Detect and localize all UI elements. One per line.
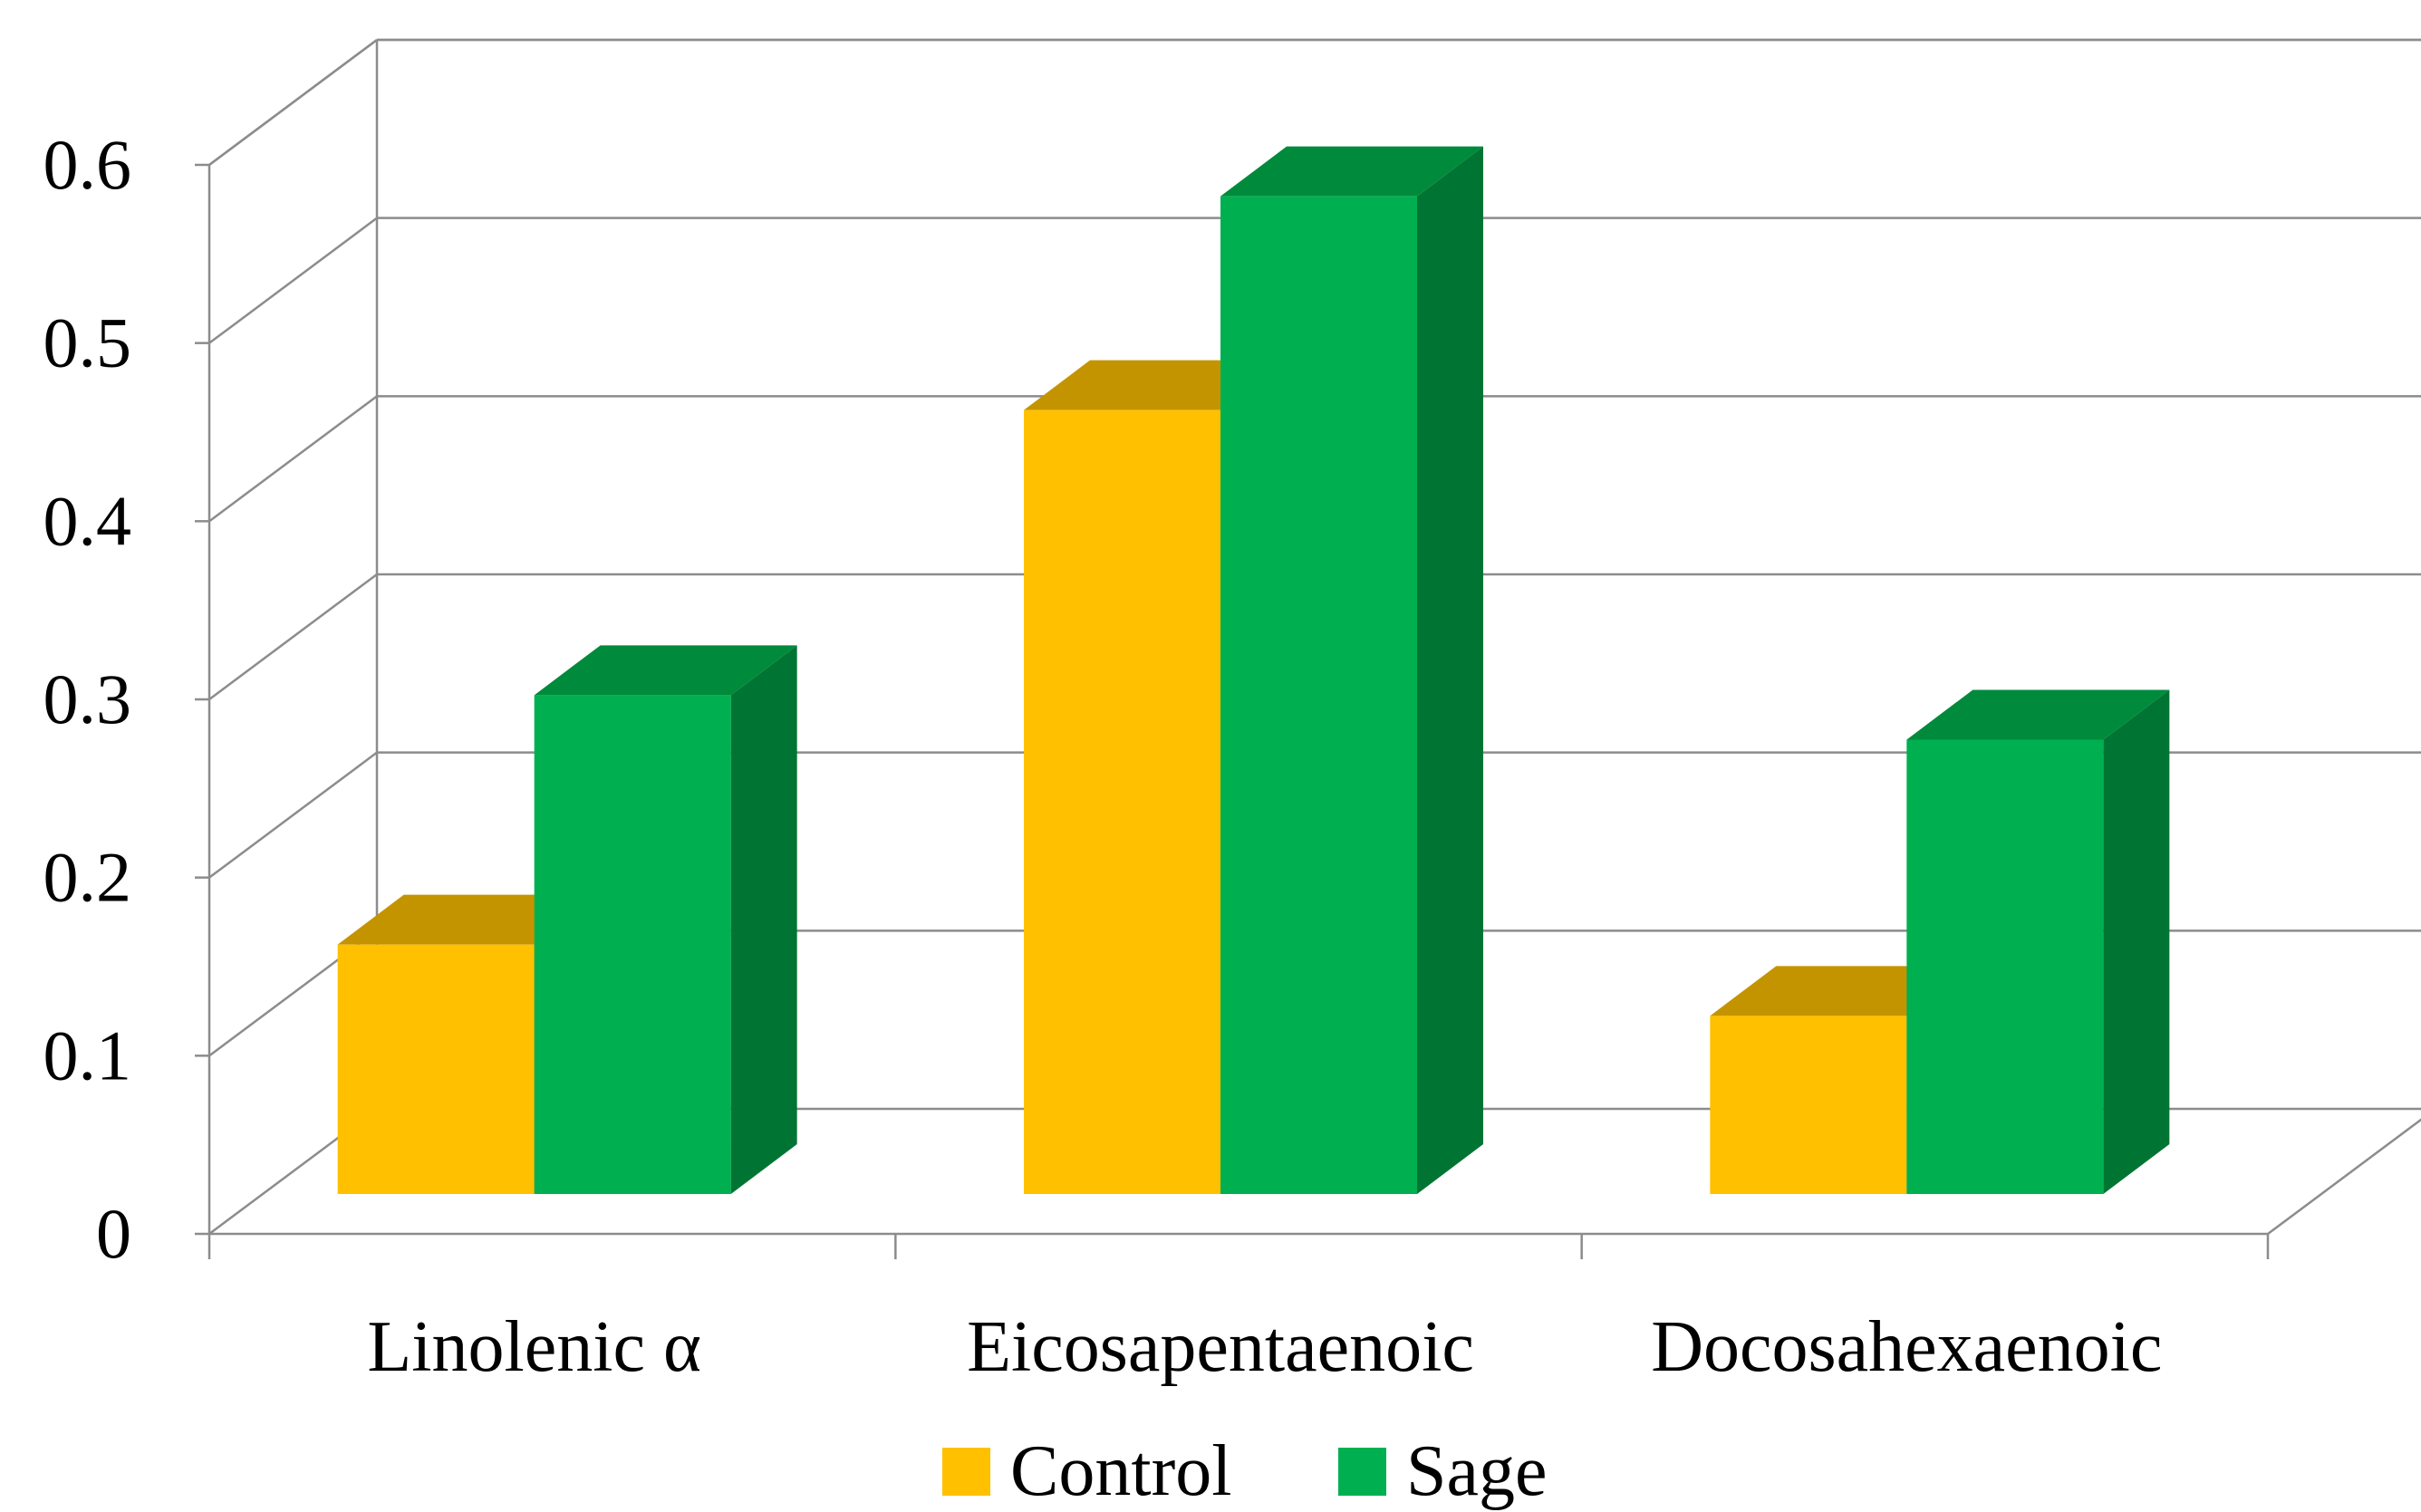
legend: Control Sage <box>942 1431 1548 1511</box>
gridline-diagonal <box>208 217 378 344</box>
bars <box>337 146 2170 1195</box>
legend-item-control: Control <box>942 1431 1231 1511</box>
y-tick-label: 0.5 <box>43 303 132 382</box>
legend-swatch <box>1338 1448 1386 1496</box>
bar-sage <box>534 645 797 1194</box>
y-tick-label: 0 <box>96 1194 131 1273</box>
axes <box>195 163 2421 1259</box>
gridline-diagonal <box>208 38 378 167</box>
bar-side <box>730 645 797 1194</box>
legend-label: Sage <box>1406 1431 1548 1511</box>
bar-side <box>2103 689 2170 1194</box>
legend-swatch <box>942 1448 990 1496</box>
gridline-diagonal <box>208 573 378 701</box>
gridline-diagonal <box>208 751 378 879</box>
x-category-label: Linolenic α <box>367 1307 700 1387</box>
bar-front <box>1220 196 1417 1195</box>
legend-label: Control <box>1010 1431 1231 1511</box>
bar-front <box>534 695 731 1194</box>
legend-item-sage: Sage <box>1338 1431 1548 1511</box>
x-category-label: Docosahexaenoic <box>1651 1307 2162 1387</box>
x-category-label: Eicosapentaenoic <box>967 1307 1474 1387</box>
bar-sage <box>1220 146 1483 1195</box>
bar-top <box>1906 689 2170 740</box>
bar-front <box>1024 409 1220 1195</box>
y-tick-label: 0.3 <box>43 660 132 738</box>
floor-right-edge <box>2267 1118 2421 1236</box>
y-tick-label: 0.1 <box>43 1016 132 1094</box>
bar-sage <box>1906 689 2170 1194</box>
bar-top <box>1220 146 1483 197</box>
bar-top <box>534 645 797 696</box>
y-tick-label: 0.4 <box>43 481 132 560</box>
y-axis-ticks: 0 0.1 0.2 0.3 0.4 0.5 0.6 <box>43 125 132 1273</box>
bar-side <box>1417 146 1483 1195</box>
gridline-diagonal <box>208 395 378 523</box>
x-axis-categories: Linolenic α Eicosapentaenoic Docosahexaeno… <box>367 1307 2162 1387</box>
bar-front <box>1710 1016 1907 1194</box>
y-tick-label: 0.2 <box>43 838 132 917</box>
y-tick-label: 0.6 <box>43 125 132 204</box>
bar-front <box>1906 739 2104 1194</box>
bar-front <box>337 944 535 1194</box>
